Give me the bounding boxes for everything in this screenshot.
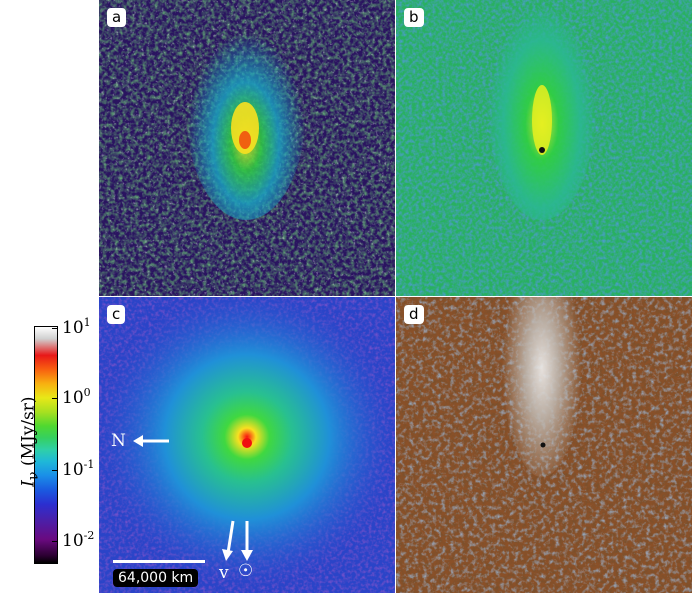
panel-a-map	[99, 0, 395, 296]
scale-bar	[113, 560, 205, 563]
panel-d-image: d	[396, 297, 692, 593]
panel-b-map	[396, 0, 692, 296]
colorbar-gradient	[34, 326, 58, 564]
colorbar-tick	[52, 398, 58, 399]
sun-symbol: ☉	[238, 561, 254, 581]
panel-d-label: d	[404, 305, 424, 324]
panel-d-map	[396, 297, 692, 593]
panel-b-label: b	[404, 8, 424, 27]
panel-c-map	[99, 297, 395, 593]
colorbar-tick-label-minus2: 10-2	[62, 529, 95, 551]
colorbar-tick-label-0: 100	[62, 386, 91, 408]
panel-c-image: c N v ☉ 64,000 km	[99, 297, 395, 593]
scale-label: 64,000 km	[113, 569, 199, 587]
velocity-label: v	[219, 563, 229, 583]
colorbar-tick	[52, 541, 58, 542]
panel-c-label: c	[107, 305, 126, 324]
colorbar-tick-label-1: 101	[62, 316, 91, 338]
panel-a-label: a	[107, 8, 127, 27]
colorbar-tick	[52, 328, 58, 329]
panel-b-image: b	[396, 0, 692, 296]
colorbar-tick	[52, 470, 58, 471]
colorbar	[34, 326, 58, 564]
colorbar-tick-label-minus1: 10-1	[62, 458, 95, 480]
north-label: N	[111, 431, 126, 451]
colorbar-axis-label: Iν (MJy/sr)	[18, 396, 42, 487]
panel-a-image: a	[99, 0, 395, 296]
